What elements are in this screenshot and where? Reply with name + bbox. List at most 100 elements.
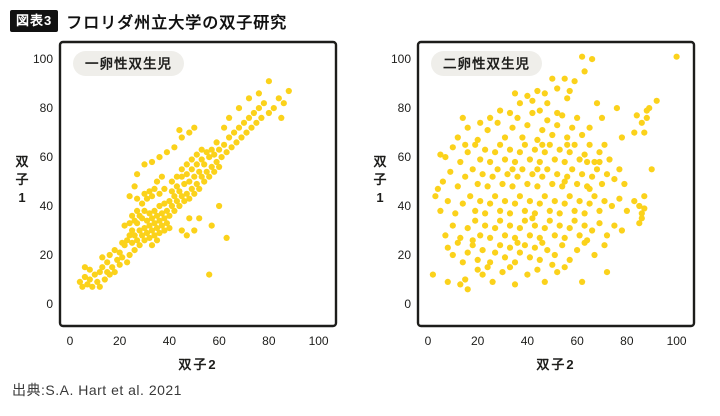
data-point [514, 114, 521, 121]
data-point [596, 207, 603, 214]
data-point [638, 119, 645, 126]
y-axis-label-char: 1 [18, 190, 25, 205]
data-point [245, 114, 253, 121]
data-point [462, 141, 469, 148]
x-axis-label: 双子2 [178, 357, 217, 372]
data-point [148, 227, 156, 234]
data-point [608, 202, 615, 210]
data-point [201, 178, 208, 185]
data-point [586, 200, 593, 207]
data-point [636, 202, 643, 210]
data-point [506, 264, 514, 271]
data-point [514, 173, 521, 180]
data-point [104, 259, 111, 266]
data-point [539, 127, 546, 134]
data-point [221, 141, 228, 148]
data-point [477, 119, 484, 126]
data-points [429, 53, 680, 293]
data-point [487, 114, 494, 121]
data-point [484, 183, 491, 190]
data-point [131, 183, 138, 190]
data-point [529, 109, 536, 117]
data-point [228, 144, 235, 151]
data-point [566, 193, 573, 200]
data-point [497, 242, 504, 249]
data-point [539, 239, 546, 246]
data-point [603, 232, 611, 239]
data-point [509, 166, 516, 173]
x-tick-label: 100 [309, 334, 329, 348]
data-point [89, 283, 96, 290]
data-point [618, 134, 625, 141]
data-point [139, 232, 146, 239]
data-point [653, 97, 660, 104]
data-point [143, 195, 151, 202]
data-point [86, 276, 93, 283]
data-point [96, 269, 103, 276]
data-point [439, 178, 446, 185]
data-point [146, 234, 153, 241]
data-point [464, 225, 471, 232]
x-tick-label: 80 [262, 334, 276, 348]
data-point [134, 220, 141, 227]
data-point [591, 158, 598, 166]
data-point [501, 156, 509, 163]
data-point [529, 171, 536, 178]
data-point [173, 198, 180, 205]
data-point [163, 149, 170, 156]
data-point [494, 119, 501, 126]
data-point [492, 149, 499, 156]
data-point [146, 188, 153, 195]
data-point [221, 124, 228, 131]
page-title: フロリダ州立大学の双子研究 [66, 15, 288, 32]
data-point [534, 166, 541, 173]
data-point [429, 271, 436, 278]
data-point [556, 146, 563, 153]
data-point [477, 198, 484, 205]
data-point [492, 193, 499, 200]
data-point [501, 134, 509, 141]
series-badge-label: 二卵性双生児 [443, 56, 530, 72]
data-point [591, 251, 598, 259]
data-point [452, 210, 459, 217]
data-point [206, 173, 213, 180]
data-point [148, 158, 156, 166]
data-point [516, 225, 523, 232]
data-point [606, 156, 613, 163]
data-point [474, 256, 481, 263]
data-point [245, 95, 253, 102]
data-point [596, 220, 603, 227]
data-point [457, 158, 464, 166]
scatter-plot: 二卵性双生児 0 20 40 60 80 100 0 20 40 60 80 100 双子2 双子 1 [373, 40, 696, 372]
data-point [208, 146, 215, 153]
data-point [534, 266, 541, 273]
data-point [79, 283, 86, 290]
data-point [186, 195, 193, 202]
data-point [581, 222, 588, 229]
data-point [586, 124, 593, 131]
data-point [546, 217, 553, 224]
data-point [534, 136, 541, 143]
data-point [526, 198, 533, 205]
data-point [482, 222, 489, 229]
data-point [198, 146, 205, 153]
data-point [536, 256, 543, 263]
data-point [111, 269, 118, 276]
data-point [226, 114, 233, 121]
data-point [673, 53, 680, 60]
data-point [643, 114, 650, 121]
x-tick-label: 60 [570, 334, 584, 348]
data-point [188, 166, 195, 173]
data-point [589, 56, 596, 63]
data-point [593, 166, 601, 173]
data-point [99, 254, 106, 261]
data-point [260, 100, 267, 107]
x-tick-label: 100 [667, 334, 687, 348]
data-point [148, 242, 156, 249]
data-point [556, 222, 563, 229]
data-point [551, 198, 558, 205]
data-point [487, 259, 494, 266]
data-point [579, 171, 586, 178]
data-point [541, 193, 548, 200]
data-point [472, 217, 479, 224]
